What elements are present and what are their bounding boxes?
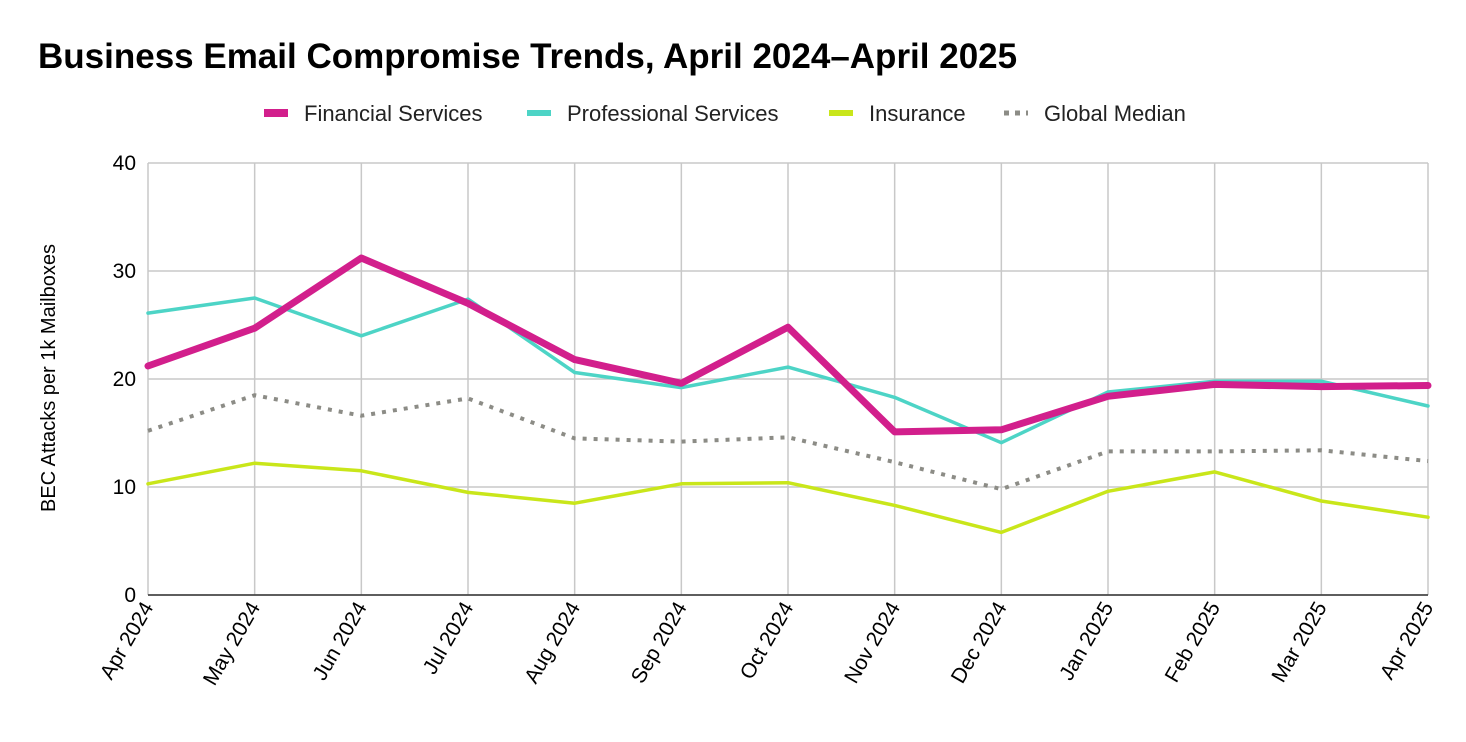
- legend: Financial Services Professional Services I…: [264, 101, 1186, 126]
- x-tick-label: Jun 2024: [309, 598, 372, 685]
- x-tick-label: Oct 2024: [736, 598, 799, 684]
- x-tick-label: Apr 2025: [1376, 598, 1439, 683]
- legend-item-global-median: Global Median: [1004, 101, 1186, 126]
- legend-label: Global Median: [1044, 101, 1186, 126]
- x-tick-label: Nov 2024: [840, 598, 905, 688]
- x-tick-label: Mar 2025: [1267, 598, 1331, 686]
- legend-item-professional-services: Professional Services: [527, 101, 779, 126]
- legend-label: Financial Services: [304, 101, 483, 126]
- y-tick-label: 30: [113, 260, 136, 283]
- y-tick-label: 10: [113, 476, 136, 499]
- x-tick-label: Jan 2025: [1055, 598, 1118, 684]
- legend-item-insurance: Insurance: [829, 101, 966, 126]
- series-line-global-median: [147, 393, 1429, 492]
- y-axis-ticks: 0 10 20 30 40: [113, 152, 136, 607]
- x-tick-label: Apr 2024: [96, 598, 159, 684]
- series-line-financial-services: [144, 254, 1432, 436]
- x-tick-label: Dec 2024: [947, 598, 1012, 688]
- y-tick-label: 20: [113, 368, 136, 391]
- y-axis-title: BEC Attacks per 1k Mailboxes: [38, 244, 60, 512]
- grid-lines: [147, 162, 1429, 596]
- x-tick-label: Jul 2024: [419, 598, 479, 679]
- chart-title: Business Email Compromise Trends, April …: [38, 37, 1017, 76]
- x-tick-label: May 2024: [199, 598, 265, 690]
- legend-label: Professional Services: [567, 101, 779, 126]
- legend-item-financial-services: Financial Services: [264, 101, 483, 126]
- x-axis-ticks: Apr 2024 May 2024 Jun 2024 Jul 2024 Aug 2024…: [96, 598, 1439, 690]
- y-tick-label: 40: [113, 152, 136, 175]
- x-tick-label: Feb 2025: [1161, 598, 1225, 686]
- series-line-insurance: [146, 461, 1430, 535]
- series-layer: [144, 254, 1432, 535]
- y-tick-label: 0: [124, 584, 136, 607]
- x-tick-label: Aug 2024: [520, 598, 585, 688]
- legend-label: Insurance: [869, 101, 966, 126]
- x-tick-label: Sep 2024: [627, 598, 692, 688]
